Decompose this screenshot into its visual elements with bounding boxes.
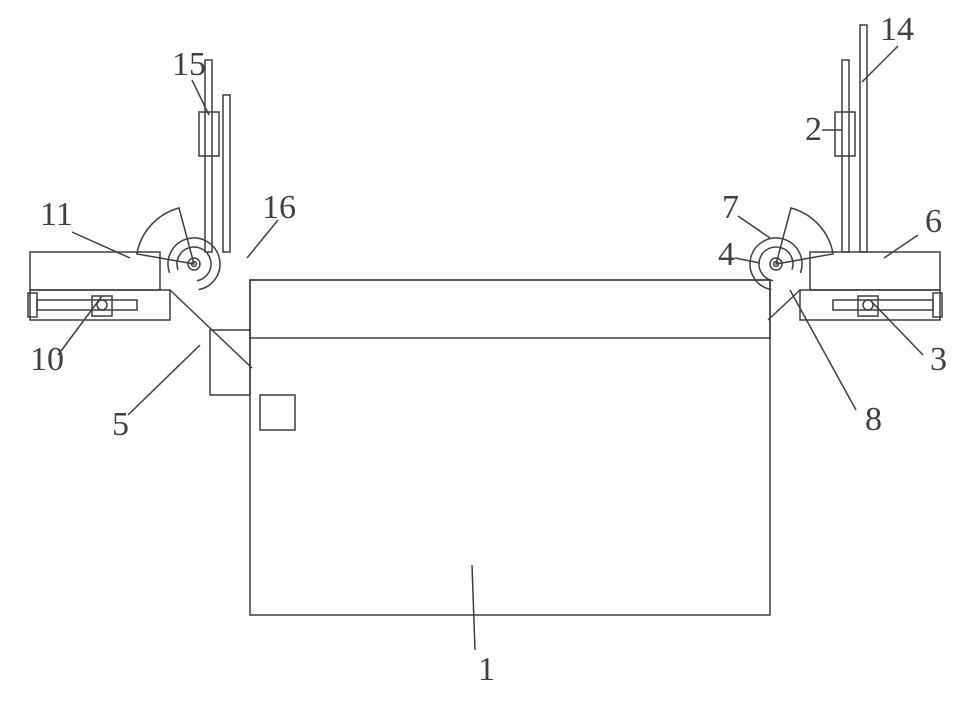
left-fan xyxy=(137,208,194,264)
left-block-11 xyxy=(30,252,160,290)
right-block-6 xyxy=(810,252,940,290)
main-body-1 xyxy=(250,280,770,615)
label-11: 11 xyxy=(40,196,73,233)
leader-ld15 xyxy=(192,80,209,115)
label-16: 16 xyxy=(262,189,296,226)
leader-ld7 xyxy=(738,216,770,238)
label-14: 14 xyxy=(880,11,914,48)
link-left xyxy=(170,290,252,368)
motor-knob xyxy=(260,395,295,430)
motor-housing xyxy=(210,330,250,395)
link-right xyxy=(768,290,800,320)
right-fan-7 xyxy=(776,208,833,264)
leader-ld4 xyxy=(735,258,760,263)
right-post-b-14 xyxy=(860,25,867,252)
label-1: 1 xyxy=(478,651,495,688)
left-bolt-shaft xyxy=(37,300,137,310)
label-7: 7 xyxy=(722,189,739,226)
upper-bar xyxy=(250,280,770,338)
label-2: 2 xyxy=(805,111,822,148)
label-3: 3 xyxy=(930,341,947,378)
label-5: 5 xyxy=(112,406,129,443)
leader-ld6 xyxy=(884,235,918,258)
label-4: 4 xyxy=(718,236,735,273)
leader-ld10 xyxy=(58,296,102,355)
right-bolt-shaft-3 xyxy=(833,300,933,310)
left-post-b xyxy=(223,95,230,252)
technical-drawing: 1 2 3 4 5 6 7 8 10 11 14 15 16 xyxy=(0,0,967,706)
right-slider-2 xyxy=(835,112,855,156)
label-6: 6 xyxy=(925,203,942,240)
label-10: 10 xyxy=(30,341,64,378)
leader-ld3 xyxy=(870,300,923,355)
leader-ld11 xyxy=(72,232,130,258)
label-8: 8 xyxy=(865,401,882,438)
leader-ld8 xyxy=(790,290,856,410)
leader-ld1 xyxy=(472,565,475,650)
left-slider-15 xyxy=(199,112,219,156)
leader-ld5 xyxy=(128,345,200,415)
label-15: 15 xyxy=(172,46,206,83)
